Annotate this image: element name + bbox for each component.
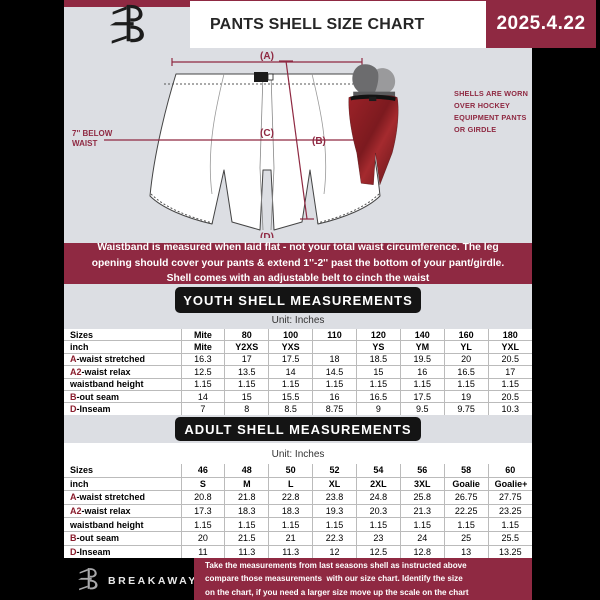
svg-text:(C): (C) xyxy=(260,128,274,139)
svg-text:WAIST: WAIST xyxy=(72,139,97,148)
svg-text:(D): (D) xyxy=(260,232,274,238)
svg-text:7'' BELOW: 7'' BELOW xyxy=(72,129,113,138)
svg-text:(B): (B) xyxy=(312,136,326,147)
svg-text:(A): (A) xyxy=(260,51,274,62)
